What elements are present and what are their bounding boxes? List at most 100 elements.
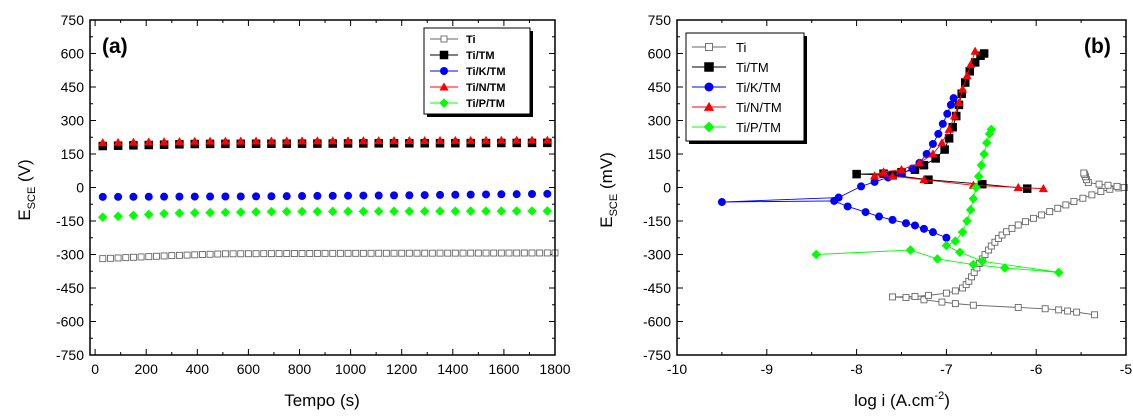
data-point xyxy=(343,206,353,217)
data-point xyxy=(98,192,107,201)
data-point xyxy=(896,165,907,174)
data-point xyxy=(375,249,383,257)
data-point xyxy=(198,251,206,258)
panel-b-frame xyxy=(676,19,1127,356)
data-point xyxy=(152,252,160,260)
panel-a-frame xyxy=(89,19,556,356)
data-point xyxy=(1079,194,1087,202)
data-point xyxy=(527,135,537,144)
data-point xyxy=(481,206,491,216)
data-point xyxy=(312,206,323,217)
data-point xyxy=(336,249,344,257)
data-point xyxy=(220,207,231,218)
data-point xyxy=(144,192,153,201)
data-point xyxy=(290,250,298,257)
data-point xyxy=(941,240,952,251)
data-point xyxy=(920,296,928,304)
data-point xyxy=(1064,307,1072,315)
legend-marker xyxy=(705,43,713,51)
data-point xyxy=(404,136,414,145)
data-point xyxy=(358,206,369,217)
data-point xyxy=(970,46,980,55)
data-point xyxy=(260,250,268,258)
data-point xyxy=(1053,267,1064,278)
data-point xyxy=(327,206,338,217)
data-point xyxy=(206,192,215,201)
data-point xyxy=(190,192,199,201)
data-point xyxy=(329,249,337,257)
panel-b-y-tick-label: 450 xyxy=(648,79,672,95)
data-point xyxy=(244,250,252,258)
data-point xyxy=(1054,204,1062,212)
data-point xyxy=(861,208,870,217)
data-point xyxy=(1097,188,1105,195)
data-point xyxy=(297,136,307,145)
data-point xyxy=(275,250,283,258)
data-point xyxy=(321,249,329,257)
data-point xyxy=(852,169,861,179)
data-point xyxy=(490,249,498,257)
data-point xyxy=(122,254,130,262)
data-point xyxy=(482,190,491,199)
data-point xyxy=(190,136,200,145)
data-point xyxy=(160,252,168,260)
data-point xyxy=(129,192,138,201)
data-point xyxy=(1038,184,1048,193)
data-point xyxy=(436,190,445,199)
data-point xyxy=(374,136,384,145)
data-point xyxy=(875,212,884,221)
data-point xyxy=(298,250,306,257)
data-point xyxy=(450,135,460,144)
data-point xyxy=(527,206,537,216)
legend-marker xyxy=(439,98,449,108)
data-point xyxy=(297,206,307,217)
data-point xyxy=(436,249,444,257)
data-point xyxy=(389,206,399,217)
panel-b-y-tick-label: -300 xyxy=(643,247,671,263)
data-point xyxy=(978,179,987,189)
data-point xyxy=(966,60,976,69)
data-point xyxy=(1062,201,1070,209)
data-point xyxy=(976,160,987,170)
data-point xyxy=(313,249,321,257)
data-point xyxy=(373,206,384,217)
panel-b-legend: Ti Ti/TM Ti/K/TM Ti/N/TM Ti/P/TM xyxy=(685,32,807,144)
data-point xyxy=(928,149,938,158)
panel-b-series-ti-k-tm xyxy=(717,94,958,242)
panel-b-series-ti-p-tm xyxy=(811,124,1064,278)
data-point xyxy=(962,71,972,80)
panel-b-y-axis-label: ESCE (mV) xyxy=(597,152,620,228)
data-point xyxy=(940,145,949,154)
data-point xyxy=(928,228,937,237)
data-point xyxy=(1080,169,1088,177)
data-point xyxy=(128,137,139,146)
data-point xyxy=(419,206,430,217)
data-point xyxy=(946,100,955,109)
data-point xyxy=(421,249,429,257)
legend-label: Ti/TM xyxy=(736,60,769,75)
data-point xyxy=(889,293,896,301)
panel-a-x-tick-label: 1200 xyxy=(386,361,417,377)
data-point xyxy=(542,206,553,216)
data-point xyxy=(512,190,521,199)
data-point xyxy=(420,191,429,200)
data-point xyxy=(159,137,169,146)
data-point xyxy=(496,135,506,144)
data-point xyxy=(114,254,122,262)
data-point xyxy=(511,206,522,216)
data-point xyxy=(145,253,153,261)
panel-b-series-ti-n-tm xyxy=(869,46,1048,193)
panel-a-y-tick-label: 450 xyxy=(61,79,85,95)
data-point xyxy=(144,137,154,146)
data-point xyxy=(221,250,229,258)
data-point xyxy=(168,252,176,260)
data-point xyxy=(919,175,929,184)
panel-b-label: (b) xyxy=(1084,35,1111,58)
data-point xyxy=(390,249,398,257)
data-point xyxy=(542,135,552,144)
data-point xyxy=(1030,214,1037,222)
legend-label: Ti/N/TM xyxy=(466,82,506,94)
data-point xyxy=(128,210,139,221)
data-point xyxy=(374,191,383,200)
data-point xyxy=(312,136,322,145)
